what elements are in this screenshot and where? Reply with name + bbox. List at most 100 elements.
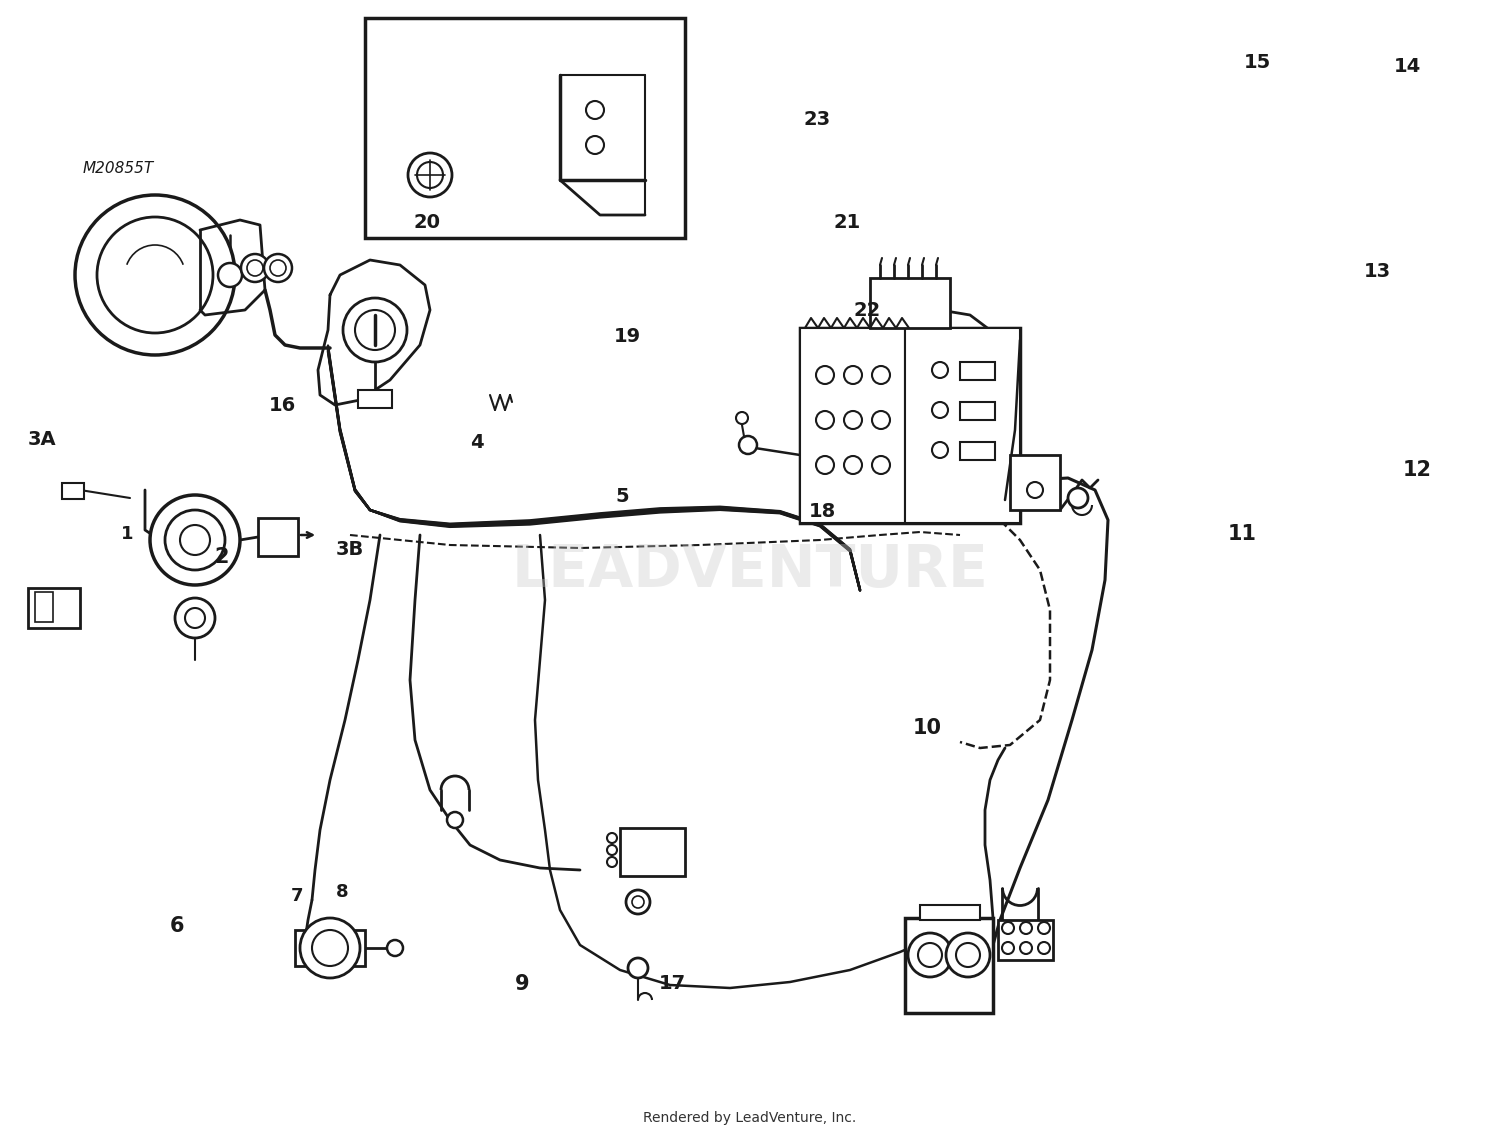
Bar: [998, 920, 1053, 960]
Circle shape: [608, 857, 616, 867]
Circle shape: [344, 298, 406, 362]
Circle shape: [626, 890, 650, 914]
Circle shape: [816, 456, 834, 474]
Circle shape: [248, 260, 262, 276]
Circle shape: [932, 442, 948, 458]
Circle shape: [264, 254, 292, 282]
Circle shape: [932, 402, 948, 418]
Circle shape: [816, 366, 834, 385]
Circle shape: [387, 940, 404, 956]
Text: 5: 5: [615, 487, 630, 505]
Text: 11: 11: [1227, 524, 1257, 544]
Circle shape: [608, 845, 616, 855]
Bar: [258, 518, 299, 556]
Text: 3B: 3B: [336, 541, 363, 559]
Text: 6: 6: [170, 916, 184, 937]
Circle shape: [586, 102, 604, 119]
Circle shape: [408, 153, 452, 197]
Circle shape: [165, 510, 225, 570]
Text: 21: 21: [834, 213, 861, 232]
Circle shape: [270, 260, 286, 276]
Text: 12: 12: [1402, 460, 1432, 480]
Circle shape: [1038, 942, 1050, 954]
Bar: [34, 592, 53, 622]
Circle shape: [1068, 488, 1088, 508]
Circle shape: [184, 608, 206, 628]
Circle shape: [956, 942, 980, 968]
Circle shape: [871, 366, 889, 385]
Text: 14: 14: [1394, 57, 1420, 75]
Text: 22: 22: [853, 301, 880, 319]
Text: M20855T: M20855T: [82, 161, 153, 177]
Circle shape: [632, 896, 644, 908]
Bar: [960, 362, 994, 380]
Bar: [904, 327, 1020, 523]
Bar: [920, 905, 980, 920]
Text: 9: 9: [514, 973, 529, 994]
Bar: [800, 327, 904, 523]
Circle shape: [1020, 922, 1032, 934]
Circle shape: [1038, 922, 1050, 934]
Bar: [358, 390, 392, 408]
Text: 23: 23: [804, 111, 831, 129]
Bar: [870, 278, 950, 327]
Text: 7: 7: [291, 887, 303, 905]
Bar: [904, 919, 993, 1013]
Circle shape: [871, 411, 889, 429]
Bar: [620, 828, 686, 876]
Bar: [62, 483, 84, 499]
Circle shape: [417, 162, 442, 188]
Bar: [960, 442, 994, 460]
Text: 16: 16: [268, 396, 296, 414]
Circle shape: [908, 933, 952, 977]
Text: 19: 19: [614, 327, 640, 346]
Circle shape: [180, 525, 210, 555]
Circle shape: [150, 495, 240, 585]
Circle shape: [844, 366, 862, 385]
Circle shape: [844, 456, 862, 474]
Circle shape: [75, 195, 236, 355]
Circle shape: [871, 456, 889, 474]
Text: 13: 13: [1364, 262, 1390, 281]
Bar: [364, 18, 686, 238]
Circle shape: [98, 217, 213, 333]
Bar: [960, 402, 994, 420]
Circle shape: [932, 362, 948, 378]
Text: LEADVENTURE: LEADVENTURE: [512, 542, 988, 599]
Text: Rendered by LeadVenture, Inc.: Rendered by LeadVenture, Inc.: [644, 1111, 856, 1125]
Circle shape: [300, 919, 360, 978]
Circle shape: [447, 812, 464, 828]
Bar: [1010, 455, 1060, 510]
Circle shape: [918, 942, 942, 968]
Circle shape: [312, 930, 348, 966]
Text: 4: 4: [470, 434, 484, 452]
Circle shape: [844, 411, 862, 429]
Text: 3A: 3A: [27, 430, 57, 448]
Circle shape: [176, 598, 214, 638]
Circle shape: [736, 412, 748, 424]
Circle shape: [242, 254, 268, 282]
Circle shape: [1002, 942, 1014, 954]
Circle shape: [816, 411, 834, 429]
Circle shape: [628, 958, 648, 978]
Text: 20: 20: [414, 213, 441, 232]
Text: 17: 17: [658, 974, 686, 993]
Circle shape: [946, 933, 990, 977]
Text: 18: 18: [808, 502, 836, 520]
Bar: [800, 327, 1020, 523]
Bar: [296, 930, 364, 966]
Circle shape: [586, 136, 604, 154]
Text: 15: 15: [1244, 54, 1270, 72]
Text: 1: 1: [122, 525, 134, 543]
Circle shape: [608, 833, 616, 843]
Bar: [28, 588, 80, 628]
Text: 10: 10: [912, 718, 942, 738]
Text: 2: 2: [214, 547, 230, 567]
Text: 8: 8: [336, 883, 348, 901]
Circle shape: [1020, 942, 1032, 954]
Circle shape: [217, 262, 242, 288]
Circle shape: [356, 310, 395, 350]
Circle shape: [1002, 922, 1014, 934]
Circle shape: [1028, 482, 1042, 497]
Circle shape: [740, 436, 758, 454]
